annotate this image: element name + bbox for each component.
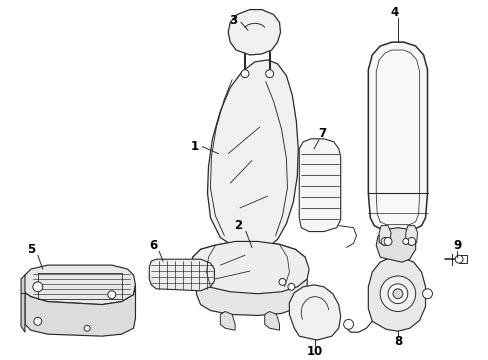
Polygon shape bbox=[289, 285, 340, 340]
Circle shape bbox=[454, 255, 462, 263]
Text: 5: 5 bbox=[27, 243, 35, 256]
Text: 10: 10 bbox=[306, 346, 323, 359]
Circle shape bbox=[287, 283, 294, 290]
Circle shape bbox=[379, 276, 415, 311]
Circle shape bbox=[422, 289, 431, 299]
Circle shape bbox=[380, 238, 388, 246]
Polygon shape bbox=[207, 60, 298, 251]
Text: 6: 6 bbox=[149, 239, 157, 252]
Circle shape bbox=[402, 238, 408, 244]
Circle shape bbox=[84, 325, 90, 331]
Circle shape bbox=[407, 238, 415, 246]
Text: 3: 3 bbox=[228, 14, 237, 27]
Circle shape bbox=[265, 70, 273, 78]
Polygon shape bbox=[299, 139, 340, 231]
Circle shape bbox=[343, 319, 353, 329]
Polygon shape bbox=[367, 42, 427, 230]
Text: 9: 9 bbox=[452, 239, 460, 252]
Circle shape bbox=[33, 282, 42, 292]
Text: 4: 4 bbox=[390, 6, 398, 19]
Polygon shape bbox=[367, 257, 425, 331]
Polygon shape bbox=[375, 228, 415, 262]
Text: 2: 2 bbox=[234, 219, 242, 232]
Polygon shape bbox=[264, 311, 279, 330]
Polygon shape bbox=[25, 285, 135, 336]
Polygon shape bbox=[190, 242, 306, 315]
Circle shape bbox=[34, 318, 41, 325]
Circle shape bbox=[387, 284, 407, 303]
Text: 7: 7 bbox=[317, 127, 325, 140]
Polygon shape bbox=[220, 311, 235, 330]
Circle shape bbox=[241, 70, 248, 78]
Polygon shape bbox=[23, 265, 135, 305]
Polygon shape bbox=[149, 259, 214, 291]
Polygon shape bbox=[21, 275, 25, 332]
Circle shape bbox=[392, 289, 402, 299]
Polygon shape bbox=[228, 10, 280, 55]
Polygon shape bbox=[378, 226, 390, 246]
Text: 8: 8 bbox=[393, 334, 401, 348]
Polygon shape bbox=[405, 226, 417, 246]
Polygon shape bbox=[190, 242, 308, 294]
Circle shape bbox=[384, 238, 391, 246]
Circle shape bbox=[108, 291, 116, 299]
Circle shape bbox=[279, 278, 285, 285]
Text: 1: 1 bbox=[190, 140, 198, 153]
